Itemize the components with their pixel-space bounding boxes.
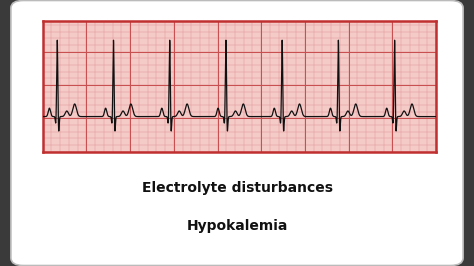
FancyBboxPatch shape [11, 1, 463, 265]
Text: Hypokalemia: Hypokalemia [186, 218, 288, 232]
Text: Electrolyte disturbances: Electrolyte disturbances [142, 181, 332, 195]
